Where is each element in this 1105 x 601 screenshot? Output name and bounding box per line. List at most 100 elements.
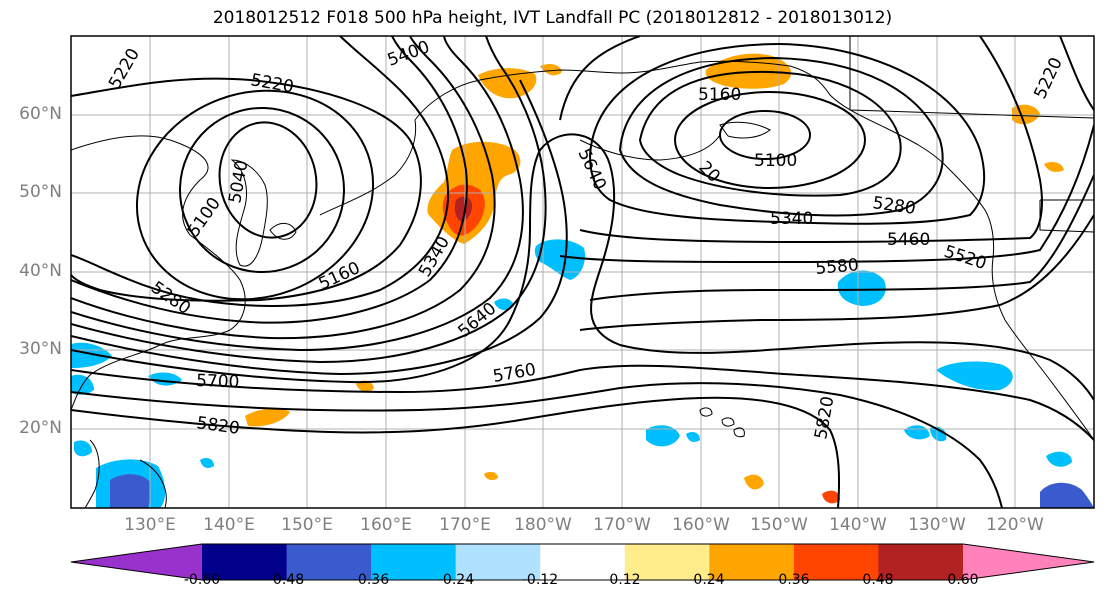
colorbar-tick-label: -0.12 [521, 572, 559, 588]
colorbar-tick-label: 0.60 [947, 572, 979, 588]
ivt-negative-region [930, 426, 947, 442]
contour-5580-gulf [579, 214, 1094, 331]
lon-label: 130°E [124, 515, 176, 535]
colorbar-segment [878, 544, 964, 580]
lon-label: 150°W [750, 515, 808, 535]
plot-title: 2018012512 F018 500 hPa height, IVT Land… [212, 8, 893, 28]
contour-5220-ne [1059, 36, 1094, 111]
contour-label: 5820 [811, 395, 838, 441]
lon-label: 140°W [829, 515, 887, 535]
contour-label: 5760 [491, 360, 537, 387]
contour-labels: 5220 5220 5400 5160 5160 5040 5100 5100 … [105, 37, 1067, 441]
ivt-negative-region [200, 458, 214, 468]
lat-label: 60°N [19, 104, 62, 124]
contour-label: 5520 [941, 242, 988, 274]
contour-label: 5820 [195, 413, 241, 439]
contour-5520 [71, 36, 547, 364]
contour-5460-gulf [559, 124, 1094, 264]
contour-5280 [71, 36, 450, 307]
contour-5160 [135, 89, 375, 301]
ivt-shading [71, 53, 1094, 508]
contour-5100 [179, 107, 345, 273]
ivt-positive-region [484, 471, 498, 481]
ivt-negative-region [686, 432, 700, 442]
colorbar-segment [624, 544, 710, 580]
ivt-positive-region [744, 474, 764, 490]
ivt-negative-region [71, 342, 112, 368]
ivt-negative-region [837, 270, 886, 306]
ivt-negative-region [74, 440, 92, 457]
lon-label: 150°E [281, 515, 333, 535]
lon-label: 160°E [360, 515, 412, 535]
colorbar-extend-min [71, 544, 202, 580]
lat-label: 50°N [19, 182, 62, 202]
contour-label: 5220 [1030, 54, 1066, 102]
lon-label: 170°W [593, 515, 651, 535]
ivt-negative-region [1046, 451, 1072, 467]
ivt-positive-region [540, 64, 562, 76]
lon-label: 160°W [672, 515, 730, 535]
colorbar-segment [709, 544, 795, 580]
colorbar-extend-max [963, 544, 1094, 580]
ivt-negative-region [904, 425, 930, 440]
contour-label: 5700 [196, 371, 240, 392]
colorbar-tick-label: -0.60 [183, 572, 221, 588]
ivt-negative-region [494, 298, 514, 311]
contour-5220 [71, 77, 422, 302]
ivt-negative-region [1040, 482, 1094, 508]
lon-label: 120°W [986, 515, 1044, 535]
ivt-negative-region [148, 372, 182, 386]
ivt-positive-region [1012, 104, 1040, 125]
contour-5340-gulf [588, 42, 986, 225]
contour-5580 [71, 79, 568, 376]
colorbar-segment [371, 544, 457, 580]
contour-5820 [71, 396, 841, 508]
contour-5460 [71, 36, 524, 352]
title-bar: 2018012512 F018 500 hPa height, IVT Land… [0, 0, 1105, 34]
colorbar-outline [70, 543, 1095, 581]
colorbar-tick-label: 0.36 [778, 572, 810, 588]
contour-label: 5100 [184, 194, 225, 241]
ivt-positive-region [356, 380, 374, 393]
contour-label: 5340 [770, 209, 813, 229]
contour-5220-gulf [638, 70, 902, 197]
contour-5520-gulf [589, 174, 1094, 301]
contour-label: 5280 [147, 278, 194, 319]
colorbar [70, 543, 1095, 581]
contour-label: 5580 [815, 255, 860, 279]
lat-label: 20°N [19, 418, 62, 438]
contour-label: 5460 [887, 230, 930, 250]
ivt-core-region [454, 196, 473, 222]
colorbar-tick-label: 0.48 [862, 572, 894, 588]
ivt-negative-region [534, 239, 586, 280]
ivt-negative-region [110, 474, 151, 508]
lon-label: 180°W [514, 515, 572, 535]
ivt-positive-region [478, 68, 537, 99]
map-frame [70, 35, 1095, 509]
ivt-positive-region [1044, 162, 1064, 172]
contour-5340 [71, 36, 468, 324]
colorbar-tick-label: -0.24 [437, 572, 475, 588]
ivt-positive-region [245, 408, 290, 427]
contour-5100-gulf [719, 110, 811, 160]
contour-label: 5220 [249, 70, 295, 97]
contour-5400 [71, 36, 496, 340]
ivt-negative-region [936, 361, 1013, 391]
colorbar-tick-label: 0.24 [693, 572, 725, 588]
contour-label: 5160 [316, 258, 364, 294]
contour-5280-gulf [618, 56, 944, 217]
colorbar-segment [540, 544, 626, 580]
contour-5700 [71, 364, 1094, 441]
contour-5640 [71, 133, 1094, 401]
colorbar-tick-label: -0.36 [352, 572, 390, 588]
contour-label: 5400 [385, 37, 432, 71]
contour-5400-gulf [559, 36, 1043, 244]
colorbar-segment [455, 544, 541, 580]
contour-5760 [71, 382, 1003, 508]
colorbar-tick-label: 0.12 [609, 572, 641, 588]
ivt-negative-region [646, 425, 680, 447]
contour-5040 [218, 121, 318, 239]
height-contours [71, 36, 1094, 508]
colorbar-segment [286, 544, 372, 580]
